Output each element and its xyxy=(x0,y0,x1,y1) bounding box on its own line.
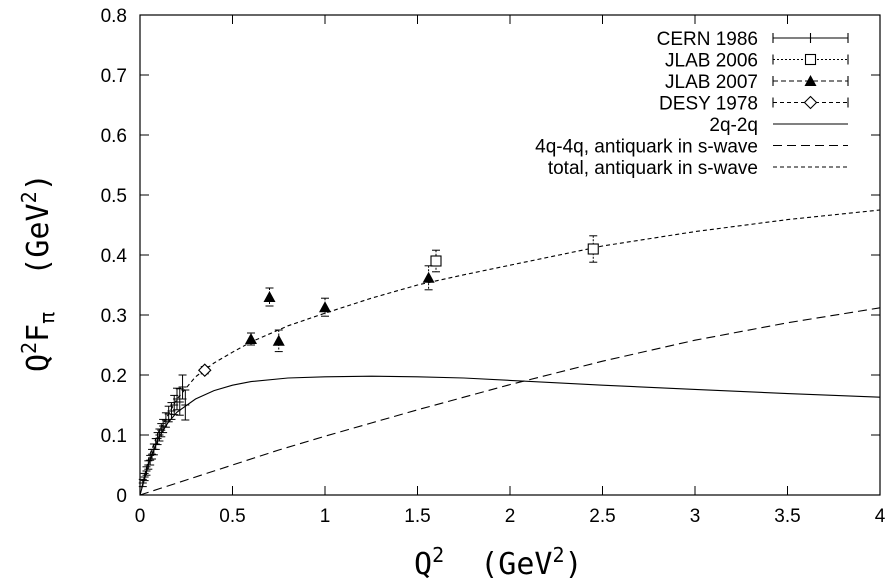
x-tick-label: 1 xyxy=(320,506,331,527)
x-tick-label: 0 xyxy=(135,506,146,527)
x-tick-label: 0.5 xyxy=(219,506,245,527)
legend-label: total, antiquark in s-wave xyxy=(548,158,758,179)
legend-label: 4q-4q, antiquark in s-wave xyxy=(535,137,758,158)
marker-open-diamond xyxy=(197,363,212,377)
marker-filled-triangle xyxy=(422,271,435,283)
x-tick-label: 2.5 xyxy=(589,506,615,527)
marker-open-square xyxy=(804,53,817,66)
y-axis-title: Q2Fπ (GeV2) xyxy=(17,173,59,372)
y-tick-label: 0.1 xyxy=(101,426,127,447)
marker-filled-triangle xyxy=(263,291,276,302)
x-axis-title: Q2 (GeV2) xyxy=(414,543,583,582)
legend-label: CERN 1986 xyxy=(657,29,758,50)
marker-filled-triangle xyxy=(804,75,817,86)
x-tick-label: 3.5 xyxy=(774,506,800,527)
marker-filled-triangle xyxy=(319,301,331,313)
x-tick-label: 4 xyxy=(875,506,886,527)
y-tick-label: 0.5 xyxy=(101,186,127,207)
y-tick-label: 0.4 xyxy=(101,246,128,267)
legend-label: DESY 1978 xyxy=(659,94,758,115)
curve-line xyxy=(139,375,881,496)
legend-label: 2q-2q xyxy=(709,115,758,136)
y-tick-label: 0.7 xyxy=(101,66,127,87)
data-markers xyxy=(138,235,599,488)
y-tick-label: 0.3 xyxy=(101,306,127,327)
axis-ticks: 0 0.5 1 1.5 2 2.5 3 3.5 4 0 0.1 0.2 0.3 0.4 0.5 0.6 0.7 0… xyxy=(101,6,886,527)
curve-line xyxy=(139,307,881,496)
plot-frame xyxy=(139,14,881,496)
marker-filled-triangle xyxy=(272,334,285,346)
legend-label: JLAB 2006 xyxy=(665,51,758,72)
model-curves xyxy=(139,209,881,496)
y-tick-label: 0.2 xyxy=(101,366,127,387)
curve-line xyxy=(139,209,881,496)
marker-open-square xyxy=(587,243,599,255)
x-tick-label: 3 xyxy=(690,506,701,527)
x-tick-label: 2 xyxy=(505,506,516,527)
y-tick-label: 0.8 xyxy=(101,6,127,27)
y-tick-label: 0.6 xyxy=(101,126,127,147)
legend-label: JLAB 2007 xyxy=(665,72,758,93)
x-tick-label: 1.5 xyxy=(404,506,430,527)
y-tick-label: 0 xyxy=(116,486,127,507)
marker-open-diamond xyxy=(803,95,818,110)
marker-open-square xyxy=(430,255,442,267)
marker-filled-triangle xyxy=(245,333,257,344)
